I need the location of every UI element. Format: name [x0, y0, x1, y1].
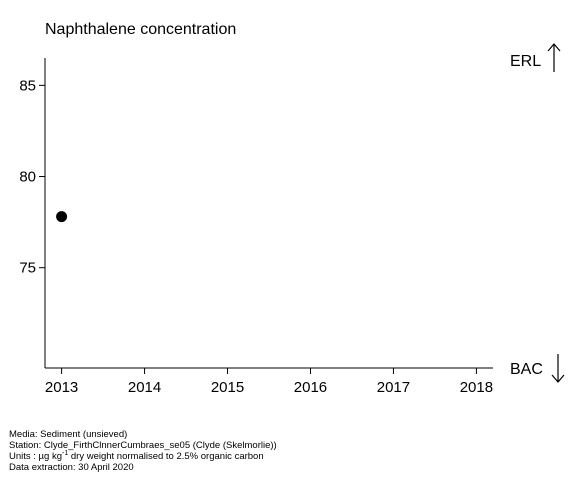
chart-title: Naphthalene concentration	[45, 21, 236, 38]
footer-units: Units : µg kg-1 dry weight normalised to…	[9, 449, 277, 462]
y-tick-label: 80	[19, 169, 36, 186]
axes	[44, 58, 493, 369]
arrow-down-icon	[551, 354, 565, 383]
x-tick-label: 2015	[211, 379, 244, 396]
data-point	[56, 211, 68, 223]
units-suffix: dry weight normalised to 2.5% organic ca…	[68, 451, 264, 462]
units-exponent: -1	[62, 449, 69, 457]
x-tick-label: 2018	[460, 379, 493, 396]
y-tick-label: 75	[19, 260, 36, 277]
x-tick-label: 2016	[294, 379, 327, 396]
erl-marker: ERL	[510, 43, 561, 72]
x-tick-label: 2013	[45, 379, 78, 396]
data-points	[56, 211, 68, 223]
arrow-up-icon	[547, 43, 561, 72]
x-tick-label: 2014	[128, 379, 161, 396]
bac-label: BAC	[510, 361, 543, 378]
y-tick-label: 85	[19, 77, 36, 94]
footer-notes: Media: Sediment (unsieved) Station: Clyd…	[9, 429, 277, 473]
units-prefix: Units : µg kg	[9, 451, 62, 462]
y-ticks: 75 80 85	[19, 77, 45, 277]
x-tick-label: 2017	[377, 379, 410, 396]
footer-station: Station: Clyde_FirthClnnerCumbraes_se05 …	[9, 440, 277, 451]
erl-label: ERL	[510, 53, 541, 70]
footer-media: Media: Sediment (unsieved)	[9, 429, 128, 440]
bac-marker: BAC	[510, 354, 565, 383]
footer-extraction: Data extraction: 30 April 2020	[9, 462, 134, 473]
x-ticks: 2013 2014 2015 2016 2017 2018	[45, 368, 493, 396]
